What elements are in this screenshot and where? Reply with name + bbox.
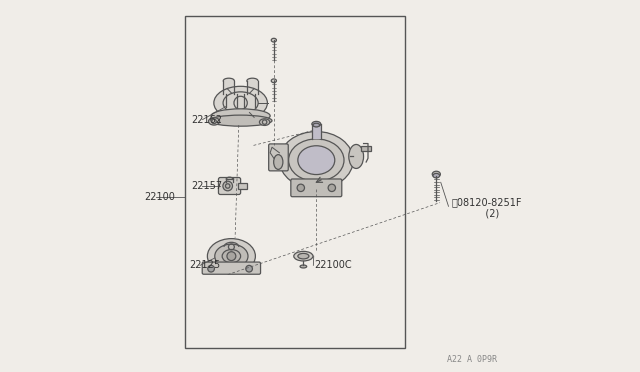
- Ellipse shape: [298, 146, 335, 174]
- Bar: [185, 16, 405, 349]
- Ellipse shape: [211, 109, 270, 123]
- Ellipse shape: [271, 38, 276, 42]
- Ellipse shape: [432, 171, 440, 177]
- Bar: [247, 81, 258, 94]
- Bar: [226, 94, 237, 107]
- Bar: [223, 81, 234, 94]
- Text: Ⓑ08120-8251F
           (2): Ⓑ08120-8251F (2): [451, 198, 522, 219]
- Text: 22162: 22162: [191, 115, 222, 125]
- Ellipse shape: [214, 86, 268, 119]
- Text: 22100C: 22100C: [314, 260, 352, 270]
- Ellipse shape: [222, 250, 241, 263]
- Ellipse shape: [247, 78, 258, 83]
- FancyBboxPatch shape: [291, 179, 342, 197]
- Ellipse shape: [294, 251, 313, 261]
- FancyBboxPatch shape: [269, 144, 288, 171]
- Ellipse shape: [223, 78, 234, 83]
- Ellipse shape: [289, 139, 344, 182]
- Ellipse shape: [259, 119, 270, 125]
- Circle shape: [208, 265, 214, 272]
- Ellipse shape: [215, 244, 248, 268]
- Ellipse shape: [300, 265, 307, 268]
- Circle shape: [227, 252, 236, 260]
- Circle shape: [234, 96, 247, 110]
- Ellipse shape: [271, 79, 276, 83]
- Ellipse shape: [349, 144, 364, 169]
- FancyBboxPatch shape: [218, 177, 241, 195]
- Ellipse shape: [313, 123, 319, 127]
- Ellipse shape: [298, 253, 309, 259]
- Ellipse shape: [226, 91, 237, 96]
- Circle shape: [223, 181, 232, 191]
- Text: 22100: 22100: [145, 192, 175, 202]
- Circle shape: [328, 184, 335, 192]
- Bar: [244, 94, 255, 107]
- Ellipse shape: [244, 91, 255, 96]
- Ellipse shape: [280, 132, 353, 189]
- Bar: [362, 146, 371, 151]
- Text: 22157: 22157: [191, 181, 222, 191]
- Ellipse shape: [209, 115, 272, 126]
- Bar: [237, 183, 247, 189]
- FancyBboxPatch shape: [202, 262, 260, 274]
- Text: A22 A 0P9R: A22 A 0P9R: [447, 355, 497, 364]
- Ellipse shape: [274, 155, 283, 169]
- Circle shape: [297, 184, 305, 192]
- Ellipse shape: [207, 238, 255, 274]
- Ellipse shape: [433, 173, 440, 178]
- Text: 22125: 22125: [189, 260, 220, 270]
- Ellipse shape: [209, 118, 220, 125]
- Bar: [312, 124, 321, 139]
- Circle shape: [246, 265, 252, 272]
- Ellipse shape: [312, 121, 321, 126]
